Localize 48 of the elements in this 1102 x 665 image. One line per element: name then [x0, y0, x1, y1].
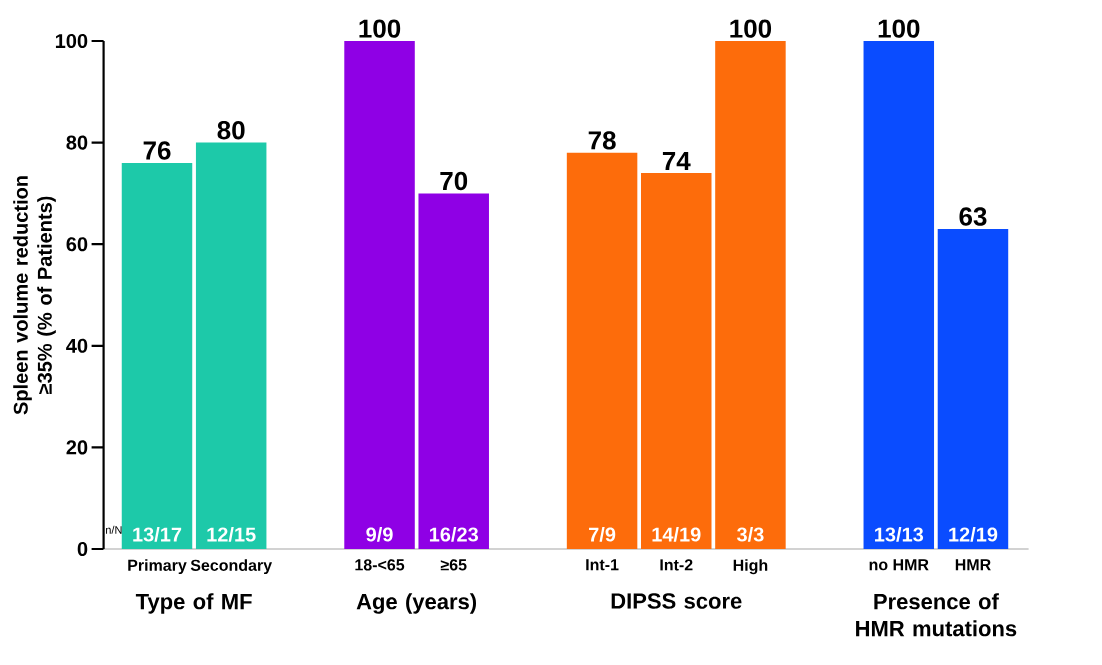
- annotation: 13/17: [133, 526, 182, 542]
- bar: [344, 41, 415, 549]
- bar: [715, 41, 786, 549]
- bar: [937, 228, 1009, 549]
- bar: [566, 152, 638, 549]
- data-label: 70: [440, 171, 468, 191]
- bar: [121, 162, 193, 549]
- data-label: 100: [730, 19, 772, 38]
- bar: [641, 173, 712, 549]
- x-tick-label: Int-1: [586, 559, 619, 571]
- x-tick-label: Primary: [128, 559, 187, 575]
- bar: [418, 193, 489, 549]
- x-tick-label: HMR: [955, 559, 991, 571]
- text: Age (years): [356, 593, 477, 614]
- bar: [863, 41, 935, 549]
- y-tick-label: 60: [66, 237, 88, 252]
- annotation: 16/23: [429, 526, 479, 542]
- text: Presence of HMR mutations: [856, 593, 1017, 637]
- text: DIPSS score: [611, 593, 742, 609]
- data-label: 63: [959, 207, 987, 226]
- y-tick-label: 40: [66, 338, 88, 353]
- data-label: 100: [878, 19, 920, 38]
- annotation: 12/15: [207, 526, 256, 542]
- text: Type of MF: [135, 593, 252, 614]
- x-tick-label: Secondary: [190, 559, 272, 575]
- data-label: 100: [359, 19, 401, 38]
- data-label: 78: [588, 131, 616, 150]
- x-tick-label: ≥65: [440, 559, 467, 571]
- annotation: 7/9: [589, 526, 616, 542]
- annotation: 3/3: [736, 526, 764, 542]
- annotation: 13/13: [875, 526, 924, 542]
- y-tick-label: 20: [66, 440, 88, 455]
- annotation: 14/19: [652, 526, 701, 542]
- x-tick-label: High: [733, 559, 768, 575]
- data-label: 76: [143, 141, 171, 160]
- x-tick-label: 18-<65: [355, 559, 405, 571]
- annotation: n/N: [106, 525, 122, 534]
- x-tick-label: no HMR: [869, 559, 929, 571]
- bar: [195, 142, 267, 549]
- x-tick-label: Int-2: [660, 559, 693, 571]
- y-tick-label: 80: [66, 135, 88, 150]
- data-label: 74: [662, 151, 691, 170]
- y-tick-label: 0: [77, 541, 88, 557]
- y-tick-label: 100: [55, 33, 88, 49]
- annotation: 12/19: [949, 526, 998, 542]
- y-axis-title: Spleen volume reduction ≥35% (% of Patients): [13, 176, 56, 415]
- data-label: 80: [217, 120, 245, 140]
- annotation: 9/9: [366, 526, 393, 542]
